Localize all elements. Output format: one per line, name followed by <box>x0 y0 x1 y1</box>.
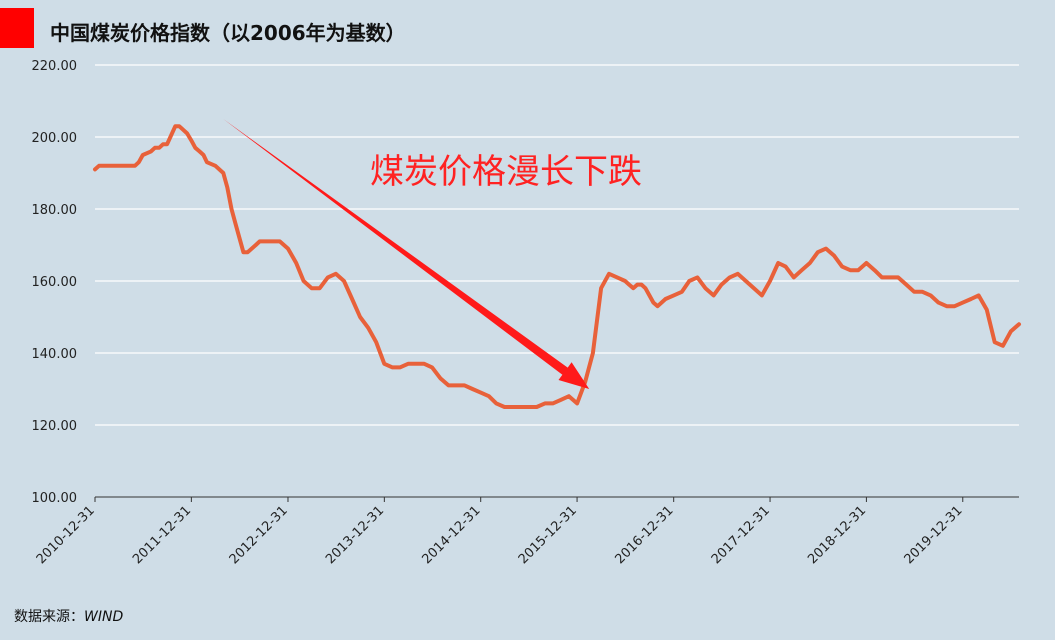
x-tick-label: 2016-12-31 <box>612 503 676 567</box>
x-tick-label: 2012-12-31 <box>227 503 291 567</box>
x-tick-label: 2017-12-31 <box>709 503 773 567</box>
annotation-label: 煤炭价格漫长下跌 <box>370 152 642 192</box>
title-accent-block <box>0 8 34 48</box>
y-tick-label: 180.00 <box>32 203 78 218</box>
y-tick-label: 100.00 <box>32 491 78 506</box>
y-tick-label: 120.00 <box>32 419 78 434</box>
x-tick-label: 2014-12-31 <box>419 503 483 567</box>
data-source-value: WIND <box>84 609 124 625</box>
x-tick-label: 2010-12-31 <box>34 503 98 567</box>
title-bar: 中国煤炭价格指数（以2006年为基数） <box>0 8 1055 48</box>
series-line <box>93 124 1021 409</box>
x-tick-label: 2019-12-31 <box>902 503 966 567</box>
x-tick-label: 2018-12-31 <box>805 503 869 567</box>
annotation-arrow <box>223 119 590 389</box>
x-tick-label: 2015-12-31 <box>516 503 580 567</box>
y-tick-label: 160.00 <box>32 275 78 290</box>
data-source: 数据来源：WIND <box>14 606 123 626</box>
y-tick-label: 220.00 <box>32 59 78 74</box>
data-source-label: 数据来源： <box>14 609 84 625</box>
x-tick-label: 2013-12-31 <box>323 503 387 567</box>
y-tick-label: 200.00 <box>32 131 78 146</box>
y-tick-label: 140.00 <box>32 347 78 362</box>
x-tick-label: 2011-12-31 <box>130 503 194 567</box>
chart-title: 中国煤炭价格指数（以2006年为基数） <box>50 21 406 45</box>
